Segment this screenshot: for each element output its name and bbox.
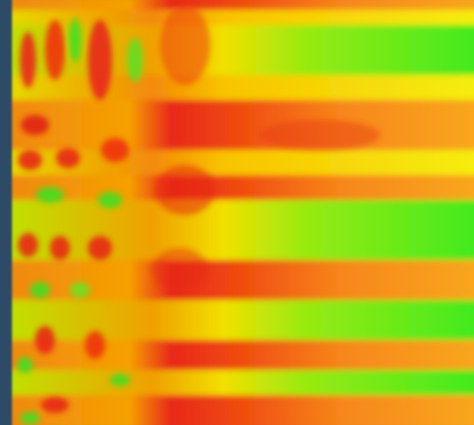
blob bbox=[21, 115, 49, 135]
blob bbox=[50, 236, 70, 260]
blob bbox=[85, 331, 105, 359]
blob bbox=[70, 282, 90, 298]
blob bbox=[35, 326, 55, 354]
band bbox=[12, 300, 474, 340]
blob bbox=[260, 120, 380, 150]
blob bbox=[160, 5, 210, 85]
blob bbox=[36, 187, 64, 203]
band bbox=[12, 25, 474, 75]
blob bbox=[127, 38, 143, 82]
blob bbox=[18, 233, 38, 257]
blob bbox=[20, 412, 40, 424]
blob bbox=[152, 248, 208, 292]
blob bbox=[88, 20, 112, 100]
blob bbox=[155, 165, 215, 215]
band bbox=[12, 200, 474, 260]
blob bbox=[69, 18, 81, 62]
left-edge bbox=[0, 0, 12, 425]
band bbox=[12, 10, 474, 25]
blob bbox=[56, 148, 80, 168]
bands bbox=[12, 0, 474, 425]
blob bbox=[20, 32, 36, 88]
band bbox=[12, 340, 474, 370]
band bbox=[12, 150, 474, 175]
band bbox=[12, 75, 474, 100]
band bbox=[12, 395, 474, 425]
blob bbox=[17, 357, 33, 373]
blob bbox=[88, 236, 112, 260]
blob bbox=[110, 374, 130, 386]
band bbox=[12, 370, 474, 395]
band bbox=[12, 100, 474, 150]
band bbox=[12, 0, 474, 10]
blob bbox=[101, 138, 129, 162]
blob bbox=[98, 192, 122, 208]
blob bbox=[45, 20, 65, 80]
band bbox=[12, 175, 474, 200]
blob bbox=[41, 397, 69, 413]
blob bbox=[30, 282, 50, 298]
blobs bbox=[17, 5, 380, 424]
blob bbox=[18, 150, 42, 170]
